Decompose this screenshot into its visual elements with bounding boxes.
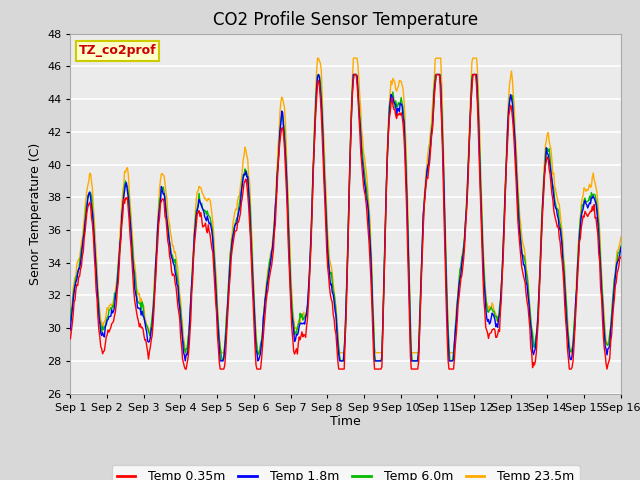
Temp 0.35m bbox=[317, 95, 324, 100]
Line: Temp 1.8m: Temp 1.8m bbox=[70, 74, 621, 361]
Temp 6.0m bbox=[208, 224, 216, 229]
Temp 6.0m bbox=[315, 72, 323, 77]
Temp 23.5m bbox=[436, 55, 444, 61]
Temp 1.8m bbox=[315, 72, 323, 77]
Temp 0.35m bbox=[181, 366, 189, 372]
Temp 1.8m bbox=[483, 314, 490, 320]
Temp 0.35m bbox=[617, 255, 625, 261]
Temp 23.5m bbox=[483, 300, 490, 306]
Temp 1.8m bbox=[393, 113, 401, 119]
Temp 6.0m bbox=[317, 80, 324, 86]
Temp 1.8m bbox=[164, 225, 172, 231]
Temp 6.0m bbox=[617, 243, 625, 249]
Temp 6.0m bbox=[436, 72, 444, 77]
Temp 0.35m bbox=[209, 249, 217, 255]
Y-axis label: Senor Temperature (C): Senor Temperature (C) bbox=[29, 143, 42, 285]
Temp 1.8m bbox=[617, 245, 625, 251]
Temp 6.0m bbox=[67, 317, 74, 323]
Line: Temp 23.5m: Temp 23.5m bbox=[70, 58, 621, 353]
Title: CO2 Profile Sensor Temperature: CO2 Profile Sensor Temperature bbox=[213, 11, 478, 29]
Temp 1.8m bbox=[67, 327, 74, 333]
X-axis label: Time: Time bbox=[330, 415, 361, 429]
Line: Temp 6.0m: Temp 6.0m bbox=[70, 74, 621, 361]
Temp 1.8m bbox=[209, 237, 217, 243]
Temp 6.0m bbox=[337, 358, 344, 364]
Temp 23.5m bbox=[182, 350, 190, 356]
Temp 1.8m bbox=[436, 72, 444, 77]
Temp 23.5m bbox=[317, 67, 325, 72]
Text: TZ_co2prof: TZ_co2prof bbox=[79, 44, 156, 58]
Temp 0.35m bbox=[393, 116, 401, 121]
Temp 0.35m bbox=[164, 238, 172, 244]
Temp 6.0m bbox=[164, 222, 172, 228]
Temp 1.8m bbox=[181, 358, 189, 364]
Legend:   Temp 0.35m,   Temp 1.8m,   Temp 6.0m,   Temp 23.5m: Temp 0.35m, Temp 1.8m, Temp 6.0m, Temp 2… bbox=[111, 465, 580, 480]
Temp 23.5m bbox=[164, 210, 172, 216]
Temp 0.35m bbox=[67, 336, 74, 342]
Temp 23.5m bbox=[67, 316, 74, 322]
Temp 6.0m bbox=[483, 303, 490, 309]
Temp 23.5m bbox=[314, 55, 321, 61]
Temp 23.5m bbox=[209, 220, 217, 226]
Temp 6.0m bbox=[393, 102, 401, 108]
Temp 0.35m bbox=[436, 74, 444, 80]
Temp 23.5m bbox=[617, 234, 625, 240]
Line: Temp 0.35m: Temp 0.35m bbox=[70, 74, 621, 369]
Temp 0.35m bbox=[483, 327, 490, 333]
Temp 1.8m bbox=[317, 98, 325, 104]
Temp 23.5m bbox=[393, 88, 401, 94]
Temp 0.35m bbox=[351, 72, 358, 77]
